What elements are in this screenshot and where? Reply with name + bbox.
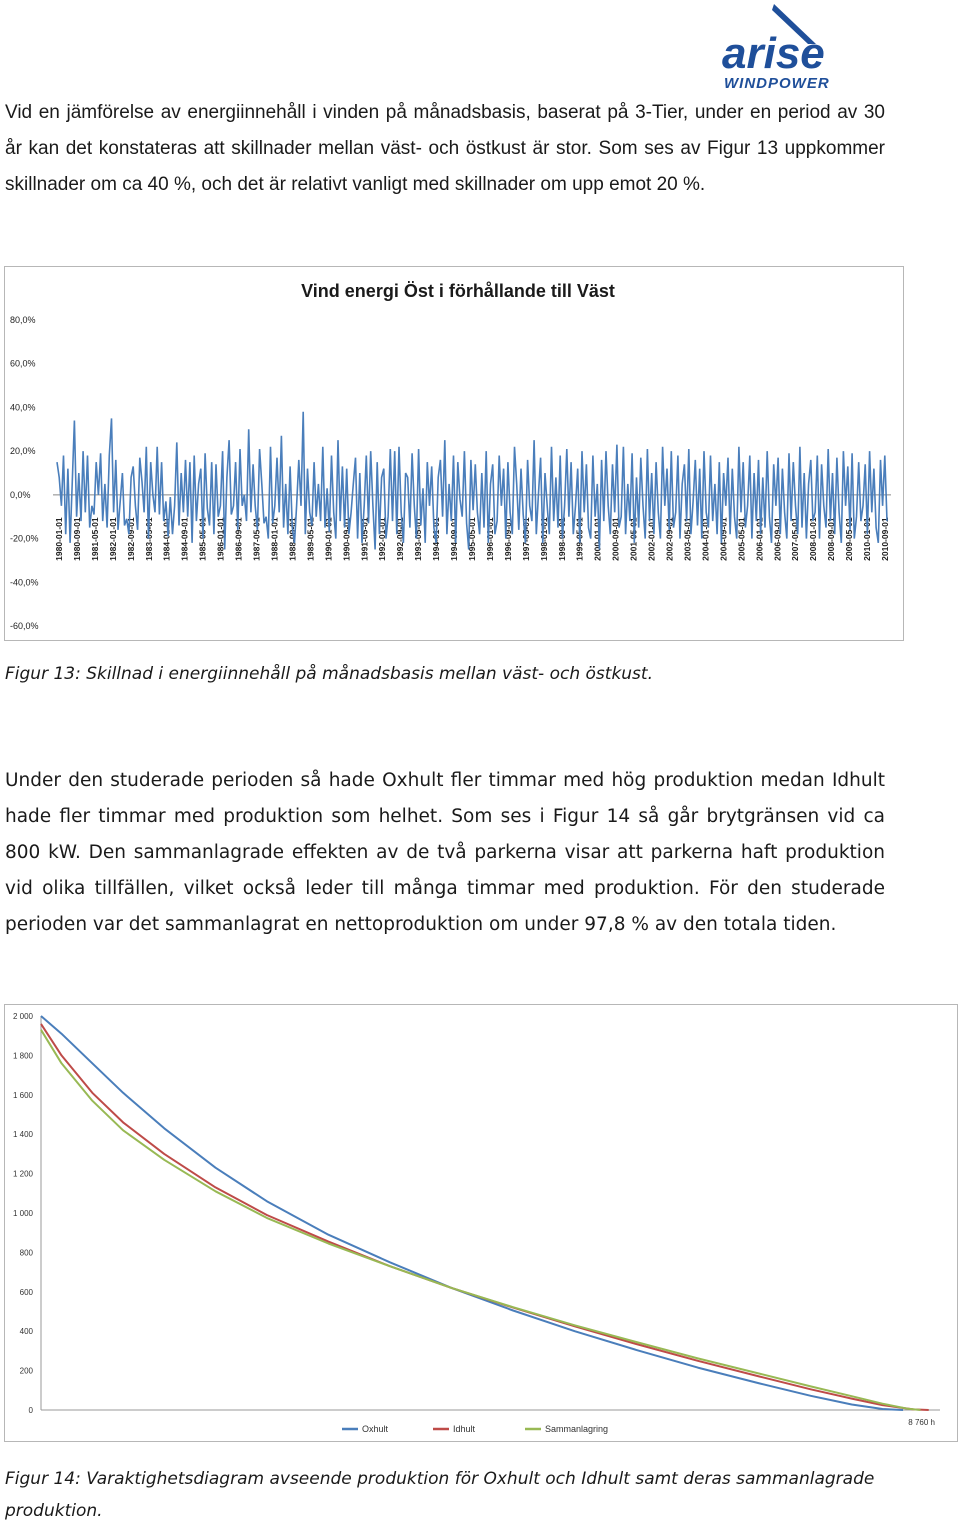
chart2-y-tick: 400 <box>20 1327 34 1336</box>
chart1-x-tick: 2008-09-01 <box>826 517 836 561</box>
chart2-series-oxhult <box>40 1015 904 1411</box>
chart1-x-tick: 2007-05-01 <box>790 517 800 561</box>
chart1-y-tick: 0,0% <box>10 490 31 500</box>
chart2-y-tick: 1 800 <box>13 1051 34 1060</box>
chart2-y-tick: 600 <box>20 1288 34 1297</box>
chart2-series-idhult <box>40 1023 929 1411</box>
chart2-legend-label: Oxhult <box>362 1424 389 1434</box>
chart1-title: Vind energi Öst i förhållande till Väst <box>301 281 615 301</box>
chart2-svg: 2 000 1 800 1 600 1 400 1 200 1 000 800 600 400 2… <box>13 1012 940 1434</box>
chart1-x-tick: 1980-01-01 <box>54 517 64 561</box>
chart2-y-tick: 800 <box>20 1248 34 1257</box>
chart1-x-tick: 1990-01-01 <box>323 517 333 561</box>
chart1-x-tick: 2010-09-01 <box>880 517 890 561</box>
svg-text:arise: arise <box>722 29 825 78</box>
svg-text:WINDPOWER: WINDPOWER <box>724 75 830 92</box>
chart2-y-tick: 2 000 <box>13 1012 34 1021</box>
chart1-y-tick: -40,0% <box>10 577 39 587</box>
chart1-x-tick: 1995-05-01 <box>467 517 477 561</box>
chart1-x-tick: 1991-05-01 <box>359 517 369 561</box>
chart1-y-tick: -60,0% <box>10 621 39 631</box>
chart1-x-tick: 2010-01-01 <box>862 517 872 561</box>
chart1-y-tick: 80,0% <box>10 315 36 325</box>
chart1-x-tick: 2004-01-01 <box>700 517 710 561</box>
chart2-y-tick: 1 200 <box>13 1170 34 1179</box>
chart1-series-line <box>56 411 888 550</box>
chart2-y-tick: 1 600 <box>13 1091 34 1100</box>
chart1-x-tick: 2006-01-01 <box>754 517 764 561</box>
chart1-x-tick: 1981-05-01 <box>90 517 100 561</box>
chart1-x-tick: 1996-09-01 <box>503 517 513 561</box>
chart1-x-tick: 1984-01-01 <box>162 517 172 561</box>
chart1-x-tick: 2000-09-01 <box>611 517 621 561</box>
paragraph-2: Under den studerade perioden så hade Oxh… <box>5 770 885 935</box>
chart1-x-tick: 1980-09-01 <box>72 517 82 561</box>
chart2-y-tick: 200 <box>20 1367 34 1376</box>
chart2-x-end-label: 8 760 h <box>908 1418 935 1427</box>
chart2-legend-label: Sammanlagring <box>545 1424 608 1434</box>
chart1-x-tick: 1992-01-01 <box>377 517 387 561</box>
chart1-x-tick: 1998-09-01 <box>557 517 567 561</box>
chart1-y-tick: 60,0% <box>10 359 36 369</box>
chart1-x-tick: 2008-01-01 <box>808 517 818 561</box>
chart1-x-tick: 2003-05-01 <box>682 517 692 561</box>
chart2-y-tick: 1 400 <box>13 1130 34 1139</box>
chart1-x-tick: 1987-05-01 <box>252 517 262 561</box>
chart1-y-tick: 40,0% <box>10 402 36 412</box>
chart1-y-tick: 20,0% <box>10 446 36 456</box>
figure-14-caption: Figur 14: Varaktighetsdiagram avseende p… <box>5 1469 875 1521</box>
chart-varaktighetsdiagram: 2 000 1 800 1 600 1 400 1 200 1 000 800 600 400 2… <box>4 1004 958 1442</box>
arise-windpower-logo: arise WINDPOWER <box>722 4 830 92</box>
chart2-series-sammanlagring <box>40 1029 921 1411</box>
chart1-x-tick: 1988-09-01 <box>287 517 297 561</box>
chart1-x-tick: 2000-01-01 <box>593 517 603 561</box>
figure-13-caption: Figur 13: Skillnad i energiinnehåll på m… <box>5 664 653 684</box>
chart1-x-tick: 1988-01-01 <box>269 517 279 561</box>
chart1-svg: Vind energi Öst i förhållande till Väst … <box>10 281 891 631</box>
chart2-y-tick: 1 000 <box>13 1209 34 1218</box>
chart1-x-tick: 1989-05-01 <box>305 517 315 561</box>
chart1-x-tick: 1992-09-01 <box>395 517 405 561</box>
chart1-x-tick: 1990-09-01 <box>341 517 351 561</box>
chart1-x-tick: 1986-09-01 <box>234 517 244 561</box>
chart2-legend-label: Idhult <box>453 1424 476 1434</box>
chart1-x-tick: 1983-05-01 <box>144 517 154 561</box>
paragraph-1: Vid en jämförelse av energiinnehåll i vi… <box>5 102 885 195</box>
chart1-x-tick: 2006-09-01 <box>772 517 782 561</box>
chart1-x-tick: 1984-09-01 <box>180 517 190 561</box>
chart1-x-tick: 1994-09-01 <box>449 517 459 561</box>
chart1-x-tick: 1998-01-01 <box>539 517 549 561</box>
chart1-x-tick: 2004-09-01 <box>718 517 728 561</box>
chart1-x-tick: 1982-09-01 <box>126 517 136 561</box>
chart1-x-tick: 2005-05-01 <box>736 517 746 561</box>
chart1-x-tick: 1993-05-01 <box>413 517 423 561</box>
chart1-x-tick: 1982-01-01 <box>108 517 118 561</box>
chart1-x-tick: 2009-05-01 <box>844 517 854 561</box>
chart1-x-tick: 2002-09-01 <box>665 517 675 561</box>
chart1-x-tick: 1996-01-01 <box>485 517 495 561</box>
chart-vind-energi: Vind energi Öst i förhållande till Väst … <box>4 266 904 641</box>
chart1-x-tick: 1986-01-01 <box>216 517 226 561</box>
chart1-y-tick: -20,0% <box>10 534 39 544</box>
chart1-x-tick: 2002-01-01 <box>647 517 657 561</box>
chart1-x-tick: 1985-05-01 <box>198 517 208 561</box>
chart2-y-tick: 0 <box>29 1406 34 1415</box>
